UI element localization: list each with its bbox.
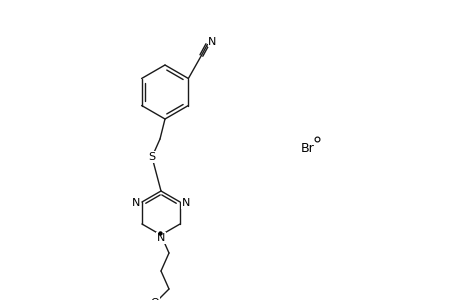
Text: N: N bbox=[131, 198, 140, 208]
Text: N: N bbox=[181, 198, 190, 208]
Text: Br: Br bbox=[301, 142, 314, 154]
Text: N: N bbox=[157, 233, 165, 243]
Text: O: O bbox=[150, 298, 159, 300]
Text: N: N bbox=[208, 37, 216, 46]
Text: S: S bbox=[148, 152, 155, 162]
